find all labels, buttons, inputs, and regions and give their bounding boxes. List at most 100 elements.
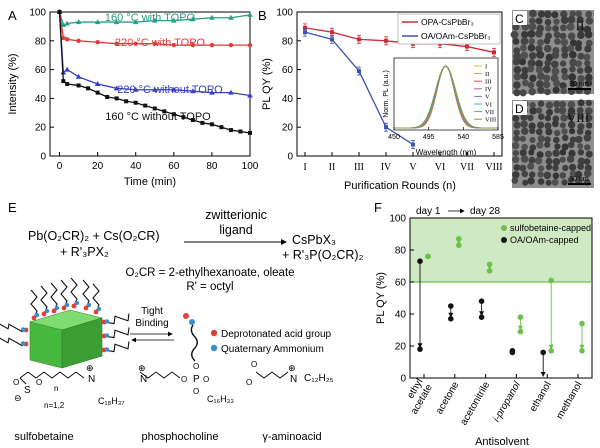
phosphocholine-plus: ⊕ — [138, 363, 146, 373]
tem-particle — [527, 114, 534, 122]
data-point — [190, 16, 196, 22]
data-point — [75, 19, 82, 25]
tem-particle — [528, 38, 535, 45]
ligand-ammonium-head — [104, 319, 110, 324]
tem-particle — [577, 31, 585, 39]
tem-particle — [544, 18, 552, 26]
tem-particle — [559, 82, 567, 90]
ligand-tail — [103, 341, 130, 353]
ligand-ammonium-head — [34, 312, 40, 318]
ligand-acid-head — [51, 308, 57, 314]
tem-particle — [521, 170, 528, 178]
ligand-acid-head — [61, 305, 67, 311]
data-point — [330, 30, 334, 35]
definition-2: R' = octyl — [186, 281, 233, 293]
panel-f-shaded-band — [410, 218, 592, 282]
data-point — [64, 66, 70, 72]
tem-particle — [569, 51, 577, 59]
tem-particle — [545, 150, 552, 158]
panel-a-ylabel: Intensity (%) — [7, 53, 19, 114]
free-zwitterion-ligand — [183, 313, 198, 362]
tem-particle — [535, 45, 543, 53]
ligand-name-phosphocholine: phosphocholine — [141, 431, 218, 443]
tem-particle — [520, 44, 527, 52]
legend-acid-dot — [210, 329, 218, 337]
legend-dot-sulfobetaine — [501, 225, 507, 231]
data-point — [151, 17, 158, 23]
panel-d-scalebar-label: 30 nm — [569, 176, 589, 183]
tem-particle — [551, 60, 559, 69]
tem-particle — [529, 101, 536, 109]
tem-particle — [551, 51, 560, 59]
tem-particle — [535, 65, 544, 74]
data-point — [228, 14, 234, 20]
panel-f-legend: sulfobetaine-capped OA/OAm-capped — [501, 223, 591, 245]
tem-particle — [528, 156, 536, 164]
y-tick-label: 100 — [29, 8, 46, 19]
tem-particle — [529, 17, 536, 25]
tem-particle — [535, 60, 543, 68]
y-tick-label: 100 — [276, 8, 293, 19]
tem-particle — [569, 136, 577, 143]
free-ligand-tail — [190, 324, 198, 362]
tem-particle — [513, 129, 520, 136]
tem-particle — [561, 143, 569, 151]
tem-particle — [577, 143, 584, 150]
tem-particle — [567, 32, 576, 40]
data-point-day1 — [517, 314, 524, 321]
category-label-line: ethanol — [528, 380, 554, 414]
inset-x-tick-label: 495 — [423, 134, 435, 141]
tem-particle — [536, 151, 544, 159]
tem-particle — [553, 136, 560, 144]
tem-particle — [512, 58, 520, 66]
tem-particle — [575, 81, 583, 89]
tem-particle — [520, 155, 529, 163]
tem-particle — [520, 113, 528, 121]
tem-particle — [512, 150, 520, 157]
data-point-day1 — [548, 277, 554, 284]
tem-particle — [537, 86, 545, 94]
panel-c-letter: C — [515, 12, 524, 26]
data-point-day1 — [417, 258, 423, 265]
data-point — [132, 86, 139, 92]
tem-particle — [537, 100, 545, 107]
data-point — [133, 100, 138, 105]
tem-particle — [537, 178, 545, 185]
category-label-line: acetonitrile — [458, 380, 492, 428]
panel-a: A 0 20 40 60 80 100 0 20 40 60 80 100 160 °C with T… — [7, 8, 259, 189]
data-point — [124, 99, 129, 104]
tem-particle — [537, 72, 545, 80]
tem-particle — [529, 127, 536, 134]
x-tick-label: 40 — [130, 161, 142, 172]
phosphocholine-O1: O — [181, 375, 187, 384]
tem-particle — [520, 37, 529, 45]
tem-particle — [529, 107, 537, 115]
tem-particle — [513, 66, 522, 74]
inset-ticks: 450 495 540 585 — [388, 127, 504, 141]
tem-particle — [583, 158, 591, 165]
tem-particle — [527, 44, 536, 52]
phosphocholine-backbone — [139, 371, 181, 379]
tem-particle — [527, 30, 536, 38]
sulfobetaine-n: n — [54, 384, 58, 393]
category-label-line: acetone — [434, 380, 462, 417]
data-point — [411, 142, 415, 147]
tem-particle — [545, 101, 554, 109]
tem-particle — [544, 122, 552, 130]
y-tick-label: 100 — [389, 214, 406, 225]
data-point — [190, 118, 195, 122]
aminoacid-chain: C₁₂H₂₅ — [304, 373, 334, 384]
tight-binding-label-1: Tight — [141, 306, 163, 317]
data-point — [190, 88, 196, 94]
tem-particle — [561, 51, 569, 59]
tem-particle — [544, 10, 552, 19]
tem-particle — [559, 122, 566, 129]
tem-particle — [511, 141, 520, 150]
category-label: i-propanol — [491, 379, 523, 424]
data-point — [95, 40, 100, 45]
tem-particle — [521, 143, 528, 151]
data-point-day1 — [456, 236, 462, 242]
ligand-ammonium-head — [96, 306, 102, 312]
tem-particle — [585, 10, 593, 18]
data-point — [57, 10, 62, 14]
